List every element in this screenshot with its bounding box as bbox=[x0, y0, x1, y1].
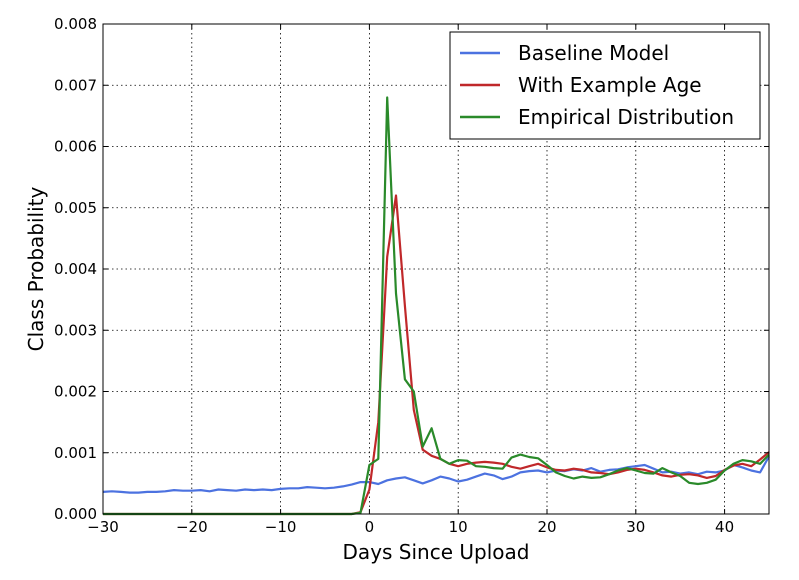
legend-label: Empirical Distribution bbox=[518, 105, 734, 129]
empirical-distribution-line bbox=[103, 96, 770, 516]
y-tick-label: 0.004 bbox=[54, 260, 97, 278]
y-tick-label: 0.005 bbox=[54, 199, 97, 217]
legend-entry-empirical-distribution: Empirical Distribution bbox=[460, 105, 734, 129]
legend-entry-baseline-model: Baseline Model bbox=[460, 41, 669, 65]
y-tick-label: 0.000 bbox=[54, 505, 97, 523]
x-tick-label: −10 bbox=[265, 518, 297, 536]
x-tick-label: −30 bbox=[87, 518, 119, 536]
legend-label: Baseline Model bbox=[518, 41, 669, 65]
legend-label: With Example Age bbox=[518, 73, 702, 97]
y-axis-title: Class Probability bbox=[24, 186, 48, 351]
ticks: −30 −20 −10 0 10 20 30 40 0.000 0.001 0.002 0.003 0.… bbox=[54, 15, 769, 536]
x-tick-label: 10 bbox=[449, 518, 468, 536]
y-tick-label: 0.006 bbox=[54, 138, 97, 156]
y-tick-label: 0.007 bbox=[54, 76, 97, 94]
x-tick-label: 20 bbox=[537, 518, 556, 536]
y-tick-label: 0.001 bbox=[54, 444, 97, 462]
y-tick-label: 0.003 bbox=[54, 321, 97, 339]
legend: Baseline Model With Example Age Empirical … bbox=[449, 31, 761, 140]
x-tick-label: 0 bbox=[365, 518, 375, 536]
y-tick-label: 0.008 bbox=[54, 15, 97, 33]
x-tick-label: 40 bbox=[715, 518, 734, 536]
x-tick-label: 30 bbox=[626, 518, 645, 536]
with-example-age-line bbox=[103, 194, 770, 516]
legend-box bbox=[449, 31, 761, 140]
series-layer bbox=[102, 96, 770, 516]
y-tick-label: 0.002 bbox=[54, 383, 97, 401]
legend-entry-with-example-age: With Example Age bbox=[460, 73, 702, 97]
x-axis-title: Days Since Upload bbox=[343, 540, 530, 564]
x-tick-label: −20 bbox=[176, 518, 208, 536]
